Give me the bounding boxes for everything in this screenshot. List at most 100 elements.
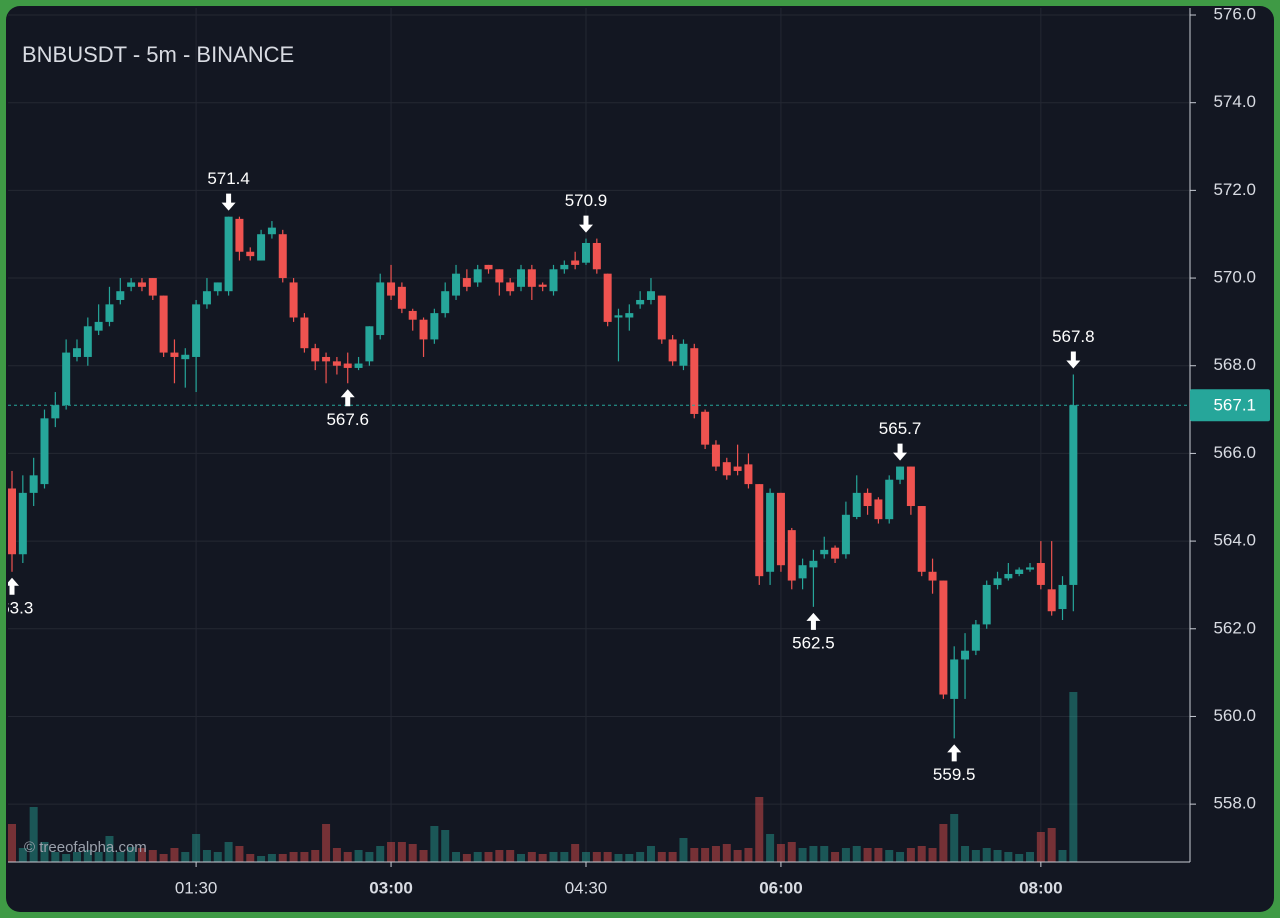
- candle-body: [896, 466, 905, 480]
- volume-bar: [657, 852, 666, 862]
- volume-bar: [971, 850, 980, 862]
- volume-bar: [322, 824, 331, 862]
- candle-body: [18, 492, 27, 555]
- candle-body: [408, 310, 417, 320]
- volume-bar: [495, 850, 504, 862]
- volume-bar: [636, 852, 645, 862]
- candle-body: [127, 282, 136, 287]
- candle-body: [83, 326, 92, 357]
- candle-body: [62, 352, 71, 406]
- volume-bar: [787, 842, 796, 862]
- volume-bar: [462, 854, 471, 862]
- y-tick-label: 576.0: [1213, 4, 1256, 23]
- volume-bar: [874, 848, 883, 862]
- candle-body: [148, 278, 157, 296]
- volume-bar: [831, 852, 840, 862]
- volume-bar: [776, 844, 785, 862]
- candle-body: [1058, 584, 1067, 610]
- candle-body: [701, 411, 710, 445]
- volume-bar: [397, 842, 406, 862]
- candle-body: [755, 484, 764, 577]
- x-tick-label: 03:00: [369, 878, 412, 897]
- candle-body: [1004, 573, 1013, 579]
- candle-body: [506, 282, 515, 292]
- volume-bar: [690, 848, 699, 862]
- y-tick-label: 570.0: [1213, 268, 1256, 287]
- volume-bar: [928, 848, 937, 862]
- candle-body: [213, 282, 222, 292]
- candle-body: [560, 264, 569, 270]
- volume-bar: [354, 850, 363, 862]
- volume-bar: [722, 844, 731, 862]
- candle-body: [722, 462, 731, 476]
- candle-body: [376, 282, 385, 336]
- candle-body: [419, 319, 428, 340]
- candle-body: [116, 291, 125, 300]
- y-tick-label: 560.0: [1213, 706, 1256, 725]
- plot-area: 563.3 571.4 567.6 570.9 562.5 565.7 559.5 567.8: [8, 169, 1190, 862]
- candle-body: [766, 492, 775, 572]
- volume-bar: [137, 848, 146, 862]
- candle-body: [29, 475, 38, 493]
- candle-body: [343, 363, 352, 368]
- volume-bar: [148, 850, 157, 862]
- candle-body: [441, 291, 450, 314]
- candle-body: [1036, 563, 1045, 585]
- candle-body: [917, 506, 926, 572]
- candle-body: [527, 269, 536, 287]
- y-tick-label: 572.0: [1213, 180, 1256, 199]
- candle-body: [278, 234, 287, 279]
- volume-bar: [408, 844, 417, 862]
- volume-bar: [592, 852, 601, 862]
- candle-body: [332, 361, 341, 366]
- candle-body: [885, 479, 894, 520]
- candle-body: [571, 260, 580, 265]
- candle-body: [462, 278, 471, 287]
- last-price-tag: [1190, 389, 1270, 422]
- volume-bar: [755, 797, 764, 862]
- low-label: 562.5: [792, 633, 835, 652]
- volume-bar: [841, 848, 850, 862]
- volume-bar: [809, 846, 818, 862]
- volume-bar: [863, 848, 872, 862]
- volume-bar: [430, 826, 439, 862]
- volume-bar: [376, 846, 385, 862]
- volume-bar: [246, 854, 255, 862]
- low-arrow: [947, 744, 962, 762]
- candle-body: [711, 444, 720, 467]
- low-label: 567.6: [326, 410, 369, 429]
- volume-bar: [8, 824, 16, 862]
- candle-body: [1015, 569, 1024, 574]
- volume-bar: [105, 836, 114, 862]
- volume-bar: [300, 852, 309, 862]
- candle-body: [181, 354, 190, 360]
- candle-body: [430, 313, 439, 340]
- candle-body: [950, 659, 959, 699]
- candle-body: [939, 580, 948, 695]
- volume-bar: [560, 852, 569, 862]
- candle-body: [300, 317, 309, 349]
- volume-bar: [766, 834, 775, 862]
- candle-body: [202, 291, 211, 305]
- volume-bar: [625, 854, 634, 862]
- candle-body: [387, 282, 396, 296]
- volume-bar: [441, 830, 450, 862]
- x-tick-label: 01:30: [175, 878, 218, 897]
- y-tick-label: 568.0: [1213, 355, 1256, 374]
- high-arrow: [578, 215, 593, 233]
- volume-bar: [213, 852, 222, 862]
- candle-body: [625, 313, 634, 318]
- volume-bar: [885, 850, 894, 862]
- candle-body: [863, 492, 872, 507]
- volume-bar: [278, 854, 287, 862]
- volume-bar: [906, 848, 915, 862]
- candle-body: [874, 499, 883, 520]
- candle-body: [170, 352, 179, 357]
- candle-body: [1026, 567, 1035, 570]
- candle-body: [397, 286, 406, 309]
- volume-bar: [18, 848, 27, 862]
- volume-bar: [72, 852, 81, 862]
- volume-bar: [1026, 852, 1035, 862]
- x-tick-label: 04:30: [565, 878, 608, 897]
